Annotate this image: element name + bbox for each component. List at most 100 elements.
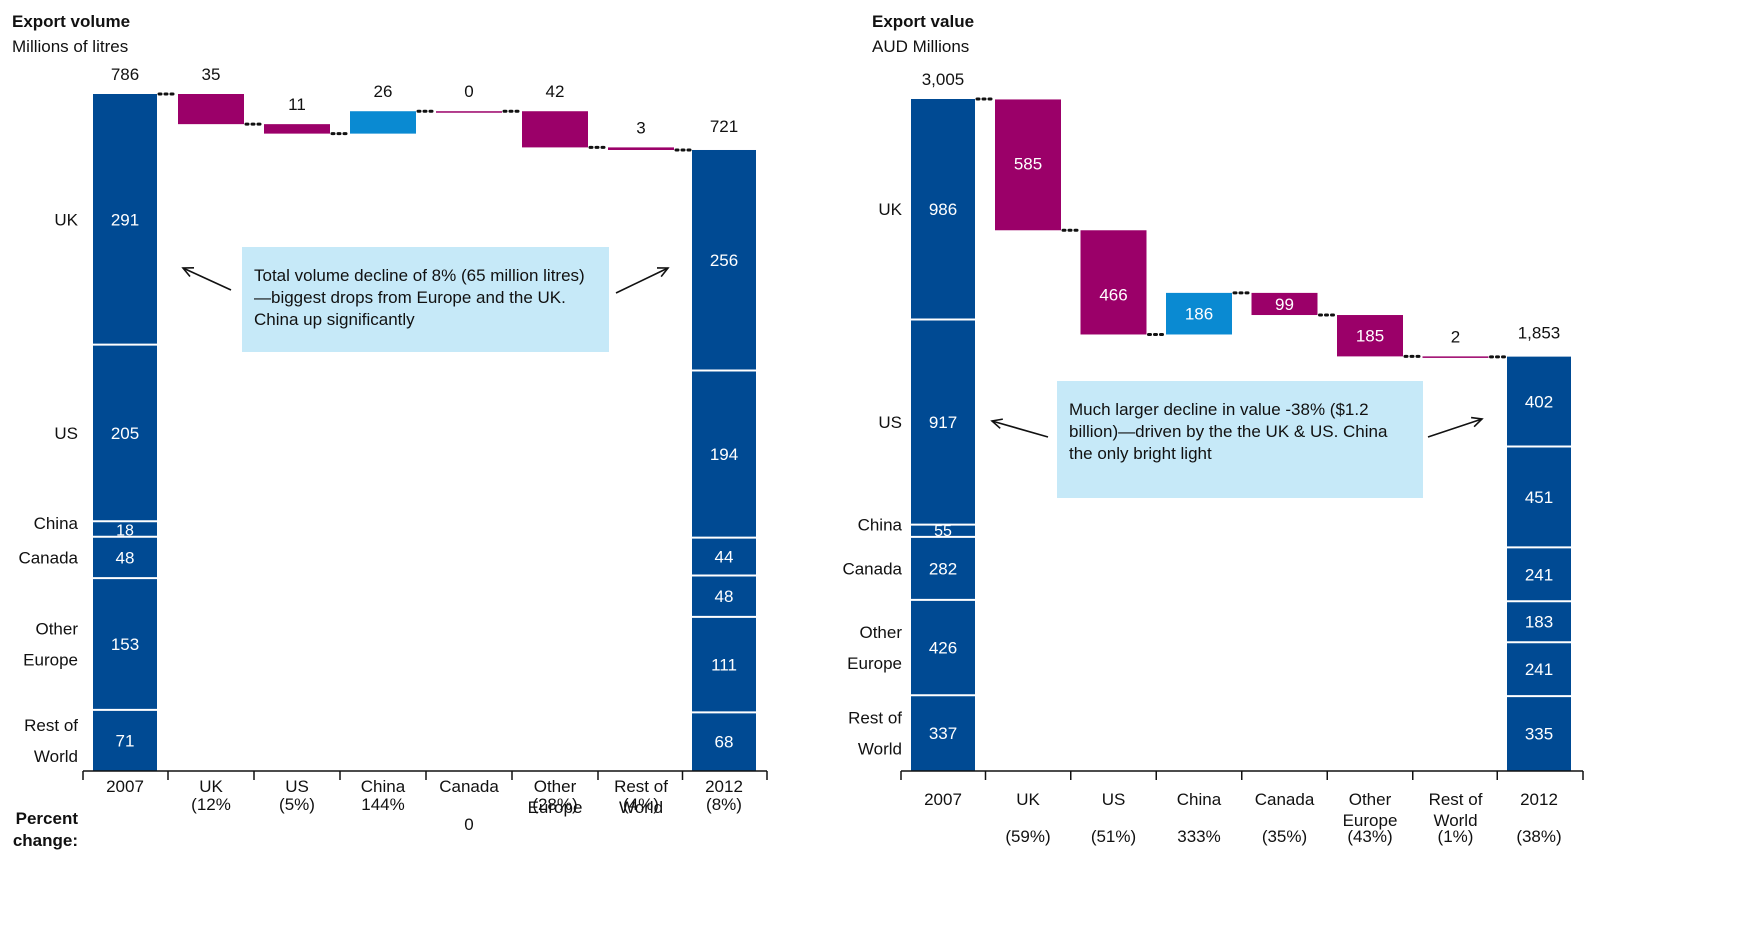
value-start-bar-segment	[911, 524, 975, 537]
value-title: Export value	[872, 12, 974, 31]
volume-step-label: 3	[636, 118, 645, 137]
volume-end-segment-label: 194	[710, 445, 738, 464]
volume-annotation-arrow-head	[656, 267, 670, 278]
volume-x-tick-label-line-0: 2007	[106, 777, 144, 796]
volume-end-bar-segment	[692, 370, 756, 538]
volume-segment-name-line-0: Canada	[18, 548, 78, 567]
volume-start-segment-label: 18	[116, 523, 134, 540]
volume-segment-name-line-0: Other	[35, 619, 78, 638]
value-x-tick-label-line-0: Canada	[1255, 790, 1315, 809]
value-annotation-arrow	[991, 420, 1049, 438]
value-end-bar-segment	[1507, 642, 1571, 697]
volume-subtitle: Millions of litres	[12, 37, 128, 56]
volume-step-bar	[436, 111, 502, 113]
value-annotation-arrow-head	[990, 418, 1003, 429]
volume-percent-change-label: (28%)	[532, 795, 577, 814]
value-step-bar	[995, 99, 1061, 231]
volume-x-tick-label-line-0: Canada	[439, 777, 499, 796]
value-percent-change-label: (59%)	[1005, 827, 1050, 846]
volume-end-bar-segment	[692, 537, 756, 576]
value-start-bar-segment	[911, 695, 975, 771]
value-annotation-arrow	[1427, 418, 1483, 438]
value-segment-name-line-1: World	[858, 739, 902, 758]
volume-percent-change-label: (4%)	[623, 795, 659, 814]
volume-segment-name-line-0: US	[54, 424, 78, 443]
volume-x-tick-label-line-1: Europe	[528, 798, 583, 817]
value-step-label: 185	[1356, 327, 1384, 346]
volume-segment-name-line-1: World	[34, 747, 78, 766]
value-subtitle: AUD Millions	[872, 37, 969, 56]
value-start-bar-segment	[911, 599, 975, 696]
value-end-bar-segment	[1507, 696, 1571, 771]
value-end-total-label: 1,853	[1518, 324, 1561, 343]
volume-annotation-arrow	[615, 267, 669, 294]
value-step-label: 2	[1451, 327, 1460, 346]
value-start-segment-label: 917	[929, 413, 957, 432]
value-percent-change-label: (1%)	[1438, 827, 1474, 846]
value-x-tick-label-line-1: Europe	[1343, 811, 1398, 830]
value-x-tick-label-line-0: Rest of	[1429, 790, 1483, 809]
volume-start-bar-segment	[93, 536, 157, 579]
value-annotation-callout: Much larger decline in value -38% ($1.2 …	[1057, 381, 1423, 498]
value-segment-name-line-1: Europe	[847, 654, 902, 673]
volume-segment-name-line-0: Rest of	[24, 716, 78, 735]
value-segment-name-line-0: China	[858, 516, 903, 535]
value-x-tick-label-line-0: 2007	[924, 790, 962, 809]
volume-step-label: 35	[202, 65, 221, 84]
volume-start-bar-segment	[93, 709, 157, 771]
value-start-segment-label: 55	[934, 523, 952, 540]
value-step-label: 99	[1275, 295, 1294, 314]
volume-percent-change-label: (5%)	[279, 795, 315, 814]
value-percent-change-label: (51%)	[1091, 827, 1136, 846]
value-step-bar	[1422, 356, 1489, 358]
volume-start-segment-label: 291	[111, 210, 139, 229]
volume-x-tick-label-line-1: World	[619, 798, 663, 817]
volume-end-total-label: 721	[710, 117, 738, 136]
value-step-label: 466	[1099, 285, 1127, 304]
value-segment-name-line-0: Other	[859, 623, 902, 642]
value-percent-change-label: 333%	[1177, 827, 1220, 846]
volume-step-bar	[522, 111, 588, 148]
volume-start-segment-label: 71	[116, 731, 135, 750]
value-start-bar-segment	[911, 319, 975, 525]
volume-segment-name-line-0: UK	[54, 210, 78, 229]
value-end-segment-label: 451	[1525, 488, 1553, 507]
value-end-bar-segment	[1507, 601, 1571, 643]
value-annotation-arrow-head	[1470, 416, 1484, 428]
volume-annotation-callout: Total volume decline of 8% (65 million l…	[242, 247, 609, 352]
volume-start-bar-segment	[93, 578, 157, 710]
chart-layer: Export volume Millions of litres 786 291 UK 2…	[12, 12, 1584, 850]
volume-end-segment-label: 256	[710, 251, 738, 270]
value-step-label: 186	[1185, 305, 1213, 324]
value-step-bar	[1166, 292, 1232, 335]
volume-x-tick-label-line-0: Rest of	[614, 777, 668, 796]
value-percent-change-label: (35%)	[1262, 827, 1307, 846]
volume-start-bar-segment	[93, 344, 157, 522]
volume-step-bar	[264, 124, 330, 134]
volume-percent-change-label: 144%	[361, 795, 404, 814]
value-end-segment-label: 241	[1525, 660, 1553, 679]
volume-end-segment-label: 48	[715, 587, 734, 606]
value-end-segment-label: 335	[1525, 725, 1553, 744]
volume-segment-name-line-1: Europe	[23, 650, 78, 669]
volume-step-bar	[178, 94, 244, 125]
value-x-tick-label-line-0: China	[1177, 790, 1222, 809]
value-start-bar-segment	[911, 99, 975, 320]
value-step-bar	[1251, 292, 1318, 316]
volume-step-label: 26	[374, 82, 393, 101]
value-start-segment-label: 337	[929, 724, 957, 743]
value-step-label: 585	[1014, 154, 1042, 173]
value-end-bar-segment	[1507, 547, 1571, 602]
value-step-bar	[1337, 315, 1403, 357]
volume-step-bar	[350, 111, 416, 134]
value-segment-name-line-0: Rest of	[848, 708, 902, 727]
value-x-tick-label-line-1: World	[1433, 811, 1477, 830]
value-end-bar-segment	[1507, 446, 1571, 548]
value-end-bar-segment	[1507, 356, 1571, 447]
value-segment-name-line-0: UK	[878, 200, 902, 219]
value-percent-change-label: (38%)	[1516, 827, 1561, 846]
volume-x-tick-label-line-0: 2012	[705, 777, 743, 796]
volume-x-tick-label-line-0: US	[285, 777, 309, 796]
volume-x-tick-label-line-0: China	[361, 777, 406, 796]
value-x-tick-label-line-0: US	[1102, 790, 1126, 809]
